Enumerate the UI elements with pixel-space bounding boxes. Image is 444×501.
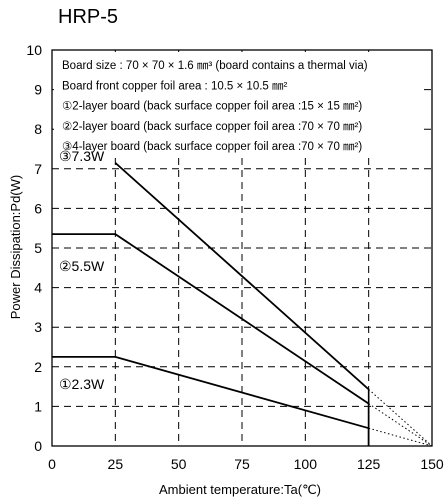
series-label-1: ①2.3W [59, 376, 105, 392]
series-derating-dotted-2 [368, 403, 433, 447]
plot-frame [51, 49, 433, 447]
y-tick-label-6: 6 [34, 200, 42, 216]
x-tick-label-6: 150 [420, 456, 444, 472]
x-tick-label-2: 50 [171, 456, 187, 472]
y-tick-label-7: 7 [34, 161, 42, 177]
notes-background [54, 52, 424, 156]
x-tick-label-0: 0 [48, 456, 56, 472]
x-tick-label-4: 100 [294, 456, 318, 472]
tick-labels: 0 25 50 75 100 125 150 0 1 2 3 4 5 6 7 8 9 10 [26, 42, 443, 472]
series-lines [52, 162, 433, 447]
y-tick-label-2: 2 [34, 359, 42, 375]
board-note-2: Board front copper foil area : 10.5 × 10… [62, 80, 288, 92]
series-label-3: ③7.3W [59, 148, 105, 164]
board-note-5: ③4-layer board (back surface copper foil… [62, 141, 362, 153]
x-tick-label-3: 75 [234, 456, 250, 472]
grid [52, 50, 432, 446]
y-tick-label-0: 0 [34, 438, 42, 454]
chart-title: HRP-5 [58, 6, 119, 28]
x-tick-label-5: 125 [357, 456, 381, 472]
x-tick-label-1: 25 [108, 456, 124, 472]
board-notes: Board size : 70 × 70 × 1.6 ㎜³ (board con… [62, 60, 368, 153]
y-tick-label-10: 10 [26, 42, 42, 58]
series-derating-dotted-1 [368, 427, 433, 447]
board-note-3: ①2-layer board (back surface copper foil… [62, 101, 362, 113]
board-note-1: Board size : 70 × 70 × 1.6 ㎜³ (board con… [62, 60, 368, 72]
series-line-2 [52, 233, 370, 405]
y-tick-label-1: 1 [34, 398, 42, 414]
y-tick-label-4: 4 [34, 280, 42, 296]
series-line-1 [52, 355, 369, 430]
series-label-2: ②5.5W [59, 258, 105, 274]
y-tick-label-5: 5 [34, 240, 42, 256]
series-line-3 [114, 162, 370, 391]
y-tick-label-9: 9 [34, 82, 42, 98]
x-axis-title: Ambient temperature:Ta(℃) [159, 482, 321, 497]
plot-border [51, 49, 433, 447]
y-tick-label-8: 8 [34, 121, 42, 137]
y-axis-title: Power Dissipation:Pd(W) [8, 175, 23, 320]
series-labels: ①2.3W ②5.5W ③7.3W [59, 148, 105, 392]
y-tick-label-3: 3 [34, 319, 42, 335]
board-note-4: ②2-layer board (back surface copper foil… [62, 121, 362, 133]
